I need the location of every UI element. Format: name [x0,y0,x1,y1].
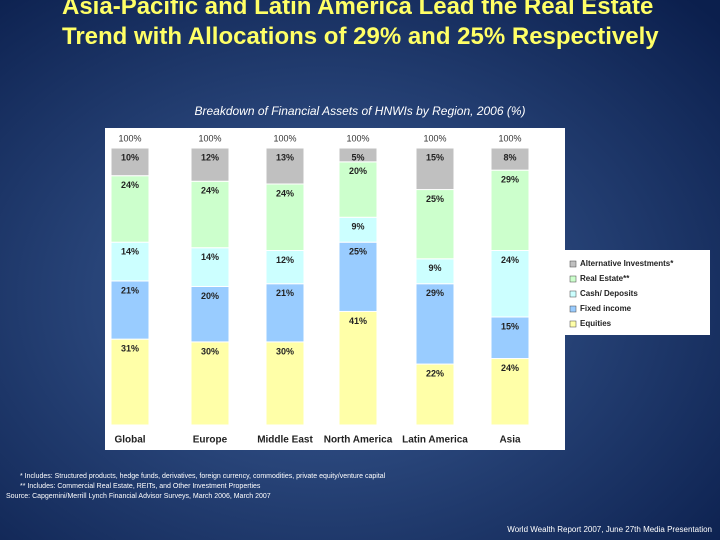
bar-segment [338,161,378,218]
bar-segment [490,147,530,171]
value-label: 24% [501,255,519,265]
bar-segment [190,247,230,287]
bar-segment [338,147,378,163]
chart-panel [105,128,565,450]
total-label: 100% [118,133,141,143]
value-label: 15% [426,152,444,162]
legend-swatch [569,275,577,283]
bar-segment [490,316,530,360]
value-label: 20% [201,291,219,301]
x-tick-label: Europe [193,435,228,446]
x-tick-label: Asia [499,435,521,446]
bar-segment [110,147,150,177]
bar-segment [490,169,530,251]
bar-segment [190,341,230,426]
total-label: 100% [498,133,521,143]
value-label: 14% [201,252,219,262]
legend-swatch [569,320,577,328]
value-label: 24% [121,180,139,190]
value-label: 29% [501,175,519,185]
bar-segment [110,280,150,340]
value-label: 24% [201,186,219,196]
chart-title: Asia-Pacific and Latin America Lead the … [62,0,659,50]
value-label: 30% [276,346,294,356]
value-label: 9% [351,222,364,232]
bar-segment [415,258,455,285]
legend-label: Real Estate** [580,274,630,283]
legend-label: Alternative Investments* [580,259,674,268]
total-label: 100% [423,133,446,143]
bar-segment [190,180,230,249]
bar-segment [415,363,455,426]
footnote: * Includes: Structured products, hedge f… [20,473,386,480]
bar-segment [110,175,150,243]
value-label: 13% [276,152,294,162]
x-tick-label: Latin America [402,435,468,446]
legend-label: Equities [580,319,612,328]
value-label: 25% [349,247,367,257]
x-tick-label: Global [114,435,145,446]
legend-swatch [569,290,577,298]
footnote: ** Includes: Commercial Real Estate, REI… [20,483,261,490]
legend-swatch [569,260,577,268]
bar-segment [338,241,378,312]
value-label: 12% [201,152,219,162]
bar-segment [490,249,530,318]
value-label: 24% [276,188,294,198]
value-label: 15% [501,321,519,331]
bar-segment [338,216,378,243]
value-label: 30% [201,346,219,356]
bar-segment [265,183,305,251]
value-label: 24% [501,363,519,373]
footer: World Wealth Report 2007, June 27th Medi… [507,525,712,534]
total-label: 100% [346,133,369,143]
bar-segment [265,147,305,185]
bar-segment [110,338,150,426]
total-label: 100% [198,133,221,143]
bar-segment [490,358,530,426]
value-label: 31% [121,344,139,354]
x-tick-label: Middle East [257,435,313,446]
value-label: 5% [351,152,364,162]
x-tick-label: North America [324,435,393,446]
bar-segment [338,310,378,426]
value-label: 8% [503,152,516,162]
footnote: Source: Capgemini/Merrill Lynch Financia… [6,493,271,500]
legend-label: Fixed income [580,304,632,313]
bar-segment [265,283,305,343]
bar-segment [415,147,455,191]
value-label: 29% [426,288,444,298]
value-label: 21% [121,285,139,295]
value-label: 25% [426,194,444,204]
value-label: 21% [276,288,294,298]
legend-swatch [569,305,577,313]
legend-panel [565,250,710,335]
value-label: 9% [428,263,441,273]
value-label: 20% [349,166,367,176]
value-label: 41% [349,316,367,326]
value-label: 22% [426,368,444,378]
total-label: 100% [273,133,296,143]
chart-subtitle: Breakdown of Financial Assets of HNWIs b… [194,104,525,118]
legend-label: Cash/ Deposits [580,289,638,298]
value-label: 10% [121,152,139,162]
bar-segment [415,189,455,260]
value-label: 12% [276,255,294,265]
value-label: 14% [121,247,139,257]
bar-segment [190,147,230,182]
